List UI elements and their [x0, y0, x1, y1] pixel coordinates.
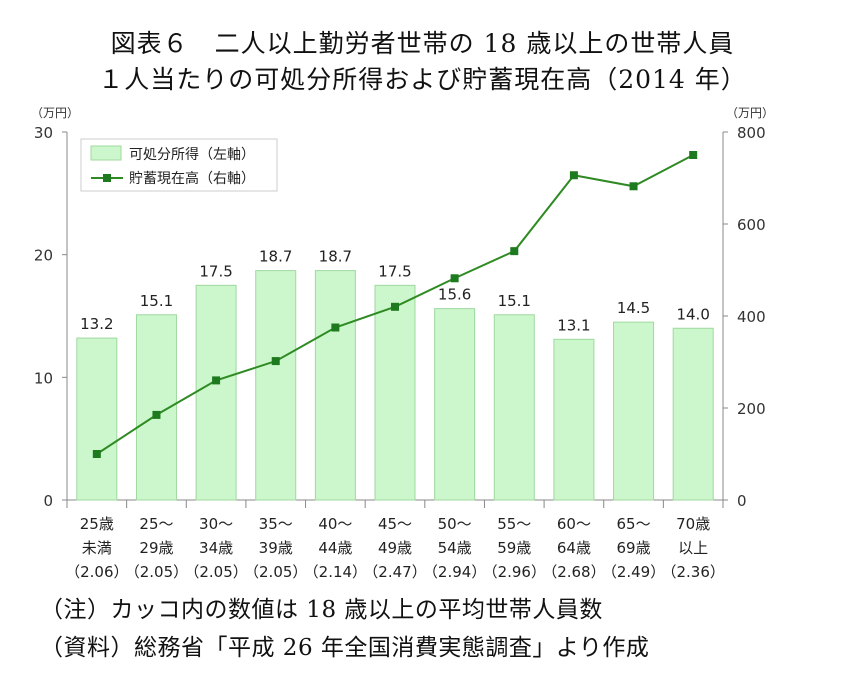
- bar-value-label: 15.1: [498, 292, 531, 310]
- x-category-label: 49歳: [378, 539, 412, 557]
- bar: [314, 270, 356, 501]
- x-category-label: （2.05）: [244, 563, 307, 581]
- left-tick-label: 20: [34, 247, 53, 265]
- line-series: [92, 151, 698, 458]
- x-category-label: 35～: [259, 515, 293, 533]
- right-tick-label: 800: [737, 124, 766, 142]
- left-tick-label: 0: [43, 492, 53, 510]
- x-category-label: 39歳: [259, 539, 293, 557]
- bar-value-label: 13.1: [557, 316, 590, 334]
- legend-bar-label: 可処分所得（左軸）: [129, 146, 255, 163]
- x-category-label: 69歳: [616, 539, 650, 557]
- x-category-label: （2.47）: [363, 563, 426, 581]
- line-marker: [271, 357, 280, 366]
- bar-series: [76, 270, 714, 501]
- legend-bar-swatch: [90, 145, 122, 161]
- footnote: （注）カッコ内の数値は 18 歳以上の平均世帯人員数: [40, 597, 603, 623]
- line-marker: [391, 302, 399, 311]
- bar-value-label: 14.0: [676, 305, 709, 323]
- bar: [613, 321, 655, 501]
- x-category-label: 70歳: [676, 515, 710, 533]
- x-category-label: 44歳: [318, 539, 352, 557]
- x-category-label: （2.14）: [304, 563, 367, 581]
- line-marker: [689, 151, 698, 159]
- x-category-label: （2.94）: [423, 563, 486, 581]
- bar: [255, 270, 297, 501]
- x-category-label: （2.05）: [125, 563, 188, 581]
- x-category-label: 50～: [438, 515, 472, 533]
- bar: [553, 338, 595, 501]
- bar: [493, 314, 535, 501]
- x-category-label: （2.06）: [65, 563, 128, 581]
- source-note: （資料）総務省「平成 26 年全国消費実態調査」より作成: [40, 635, 650, 661]
- right-tick-label: 400: [737, 308, 766, 326]
- bar-value-label: 15.6: [438, 286, 471, 304]
- bar-value-label: 18.7: [259, 248, 292, 266]
- bar-value-label: 15.1: [140, 292, 173, 310]
- bar-value-label: 13.2: [80, 315, 113, 333]
- bar-data-labels: 13.2 15.1 17.5 18.7 18.7 17.5 15.6 15.1 13.1 14.5…: [80, 248, 710, 335]
- left-axis-unit: （万円）: [31, 106, 79, 120]
- chart-title-line-2: １人当たりの可処分所得および貯蓄現在高（2014 年）: [98, 65, 747, 94]
- legend-line-marker: [103, 174, 111, 182]
- x-category-label: 25歳: [80, 515, 114, 533]
- x-category-label: 25～: [139, 515, 173, 533]
- x-category-label: （2.68）: [542, 563, 605, 581]
- bar: [374, 284, 416, 501]
- right-tick-label: 600: [737, 216, 766, 234]
- line-marker: [569, 171, 578, 180]
- chart-title-line-1: 図表６ 二人以上勤労者世帯の 18 歳以上の世帯人員: [110, 29, 735, 58]
- right-tick-label: 0: [737, 492, 747, 510]
- line-marker: [510, 247, 519, 256]
- x-category-label: 64歳: [557, 539, 591, 557]
- line-marker: [92, 450, 101, 458]
- bar: [672, 327, 714, 501]
- left-tick-label: 30: [34, 124, 53, 142]
- x-category-label: 以上: [678, 539, 708, 557]
- x-category-label: （2.96）: [483, 563, 546, 581]
- x-category-label: 60～: [557, 515, 591, 533]
- bar-value-label: 18.7: [319, 248, 352, 266]
- x-category-label: 30～: [199, 515, 233, 533]
- left-axis: 0 10 20 30 （万円）: [31, 106, 79, 510]
- bar: [76, 337, 118, 501]
- line-marker: [212, 376, 221, 385]
- right-tick-label: 200: [737, 400, 766, 418]
- left-tick-label: 10: [34, 369, 53, 387]
- x-category-label: （2.05）: [184, 563, 247, 581]
- right-axis-unit: （万円）: [726, 106, 774, 120]
- line-marker: [152, 410, 161, 419]
- x-category-label: 29歳: [139, 539, 173, 557]
- x-category-label: 40～: [318, 515, 352, 533]
- combo-chart: 13.2 15.1 17.5 18.7 18.7 17.5 15.6 15.1 13.1 14.5…: [31, 106, 774, 581]
- right-axis: 0 200 400 600 800 （万円）: [723, 106, 774, 510]
- legend-line-label: 貯蓄現在高（右軸）: [129, 170, 255, 187]
- x-category-label: 65～: [616, 515, 650, 533]
- bar-value-label: 17.5: [378, 262, 411, 280]
- x-category-label: 34歳: [199, 539, 233, 557]
- x-category-label: 45～: [378, 515, 412, 533]
- bar-value-label: 14.5: [617, 299, 650, 317]
- x-category-label: 55～: [497, 515, 531, 533]
- x-category-label: （2.36）: [661, 563, 724, 581]
- x-category-label: 59歳: [497, 539, 531, 557]
- line-marker: [629, 182, 638, 191]
- bar-value-label: 17.5: [199, 262, 232, 280]
- bar: [434, 308, 476, 501]
- legend: 可処分所得（左軸） 貯蓄現在高（右軸）: [80, 138, 278, 192]
- x-category-label: 54歳: [438, 539, 472, 557]
- bar: [195, 284, 237, 501]
- line-marker: [450, 274, 459, 283]
- x-category-label: 未満: [82, 539, 112, 557]
- x-category-label: （2.49）: [602, 563, 665, 581]
- line-marker: [331, 323, 340, 332]
